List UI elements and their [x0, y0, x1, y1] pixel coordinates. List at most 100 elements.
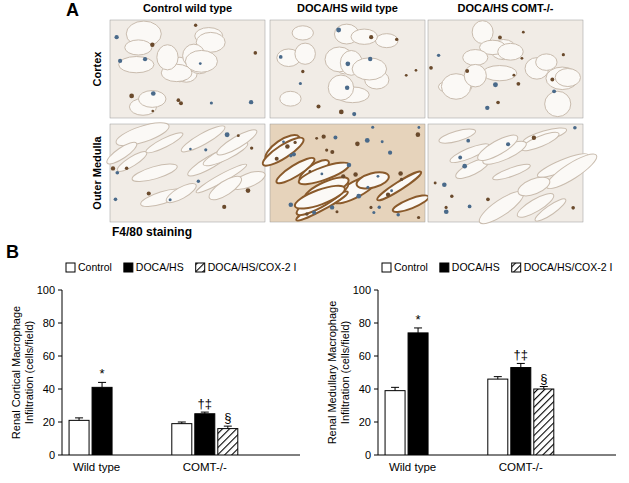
- bars: [69, 382, 238, 455]
- cell: [521, 57, 524, 60]
- cell: [204, 148, 207, 151]
- cell: [330, 205, 334, 209]
- tubule: [491, 161, 531, 182]
- column-header: DOCA/HS COMT-/-: [458, 2, 554, 14]
- cell: [336, 27, 341, 32]
- x-tick-label: COMT-/-: [183, 461, 227, 473]
- error-cap: [494, 376, 502, 377]
- cell: [347, 163, 352, 168]
- cell: [275, 157, 279, 161]
- legend-swatch: [196, 263, 205, 272]
- y-tick-label: 60: [43, 350, 55, 362]
- x-tick-label: COMT-/-: [499, 461, 543, 473]
- x-tick-label: Wild type: [389, 461, 436, 473]
- cell: [237, 134, 240, 137]
- cell: [309, 170, 312, 173]
- cell: [210, 101, 213, 104]
- tubule: [438, 126, 477, 146]
- error-bar: [224, 426, 232, 428]
- cell: [250, 146, 253, 149]
- cell: [115, 171, 119, 175]
- cell: [429, 66, 433, 70]
- tubule: [355, 169, 391, 191]
- cell: [150, 43, 154, 47]
- cell: [398, 171, 403, 176]
- y-axis-label: Renal Medullary MacrophageInfiltration (…: [326, 301, 351, 445]
- error-cap: [414, 327, 422, 328]
- cell: [129, 94, 134, 99]
- y-tick-label: 0: [49, 449, 55, 461]
- cell: [194, 24, 197, 27]
- tubule: [119, 57, 154, 73]
- tubule: [274, 154, 317, 187]
- panel-letter: A: [66, 0, 79, 20]
- tubule: [138, 91, 166, 108]
- tubule: [514, 190, 556, 222]
- cell: [282, 140, 285, 143]
- error-bar: [98, 382, 106, 387]
- cell: [199, 62, 202, 65]
- cell: [486, 198, 490, 202]
- cell: [293, 141, 296, 144]
- y-tick: [374, 323, 378, 324]
- cell: [550, 78, 554, 82]
- cell: [506, 142, 510, 146]
- tubule: [542, 149, 600, 194]
- tubule: [125, 40, 152, 55]
- error-bar: [178, 422, 186, 424]
- y-axis-label-line: Renal Medullary Macrophage: [326, 301, 338, 445]
- y-tick: [374, 389, 378, 390]
- tubule: [280, 91, 301, 106]
- cell: [125, 166, 129, 170]
- tubule: [130, 160, 178, 185]
- tubule: [391, 192, 430, 215]
- micrograph: [260, 124, 431, 224]
- micrograph-bg: [270, 20, 425, 118]
- cell: [369, 35, 373, 39]
- cell: [292, 152, 296, 156]
- cell: [151, 110, 154, 113]
- bar: [488, 379, 508, 455]
- y-tick: [58, 323, 62, 324]
- y-tick: [374, 422, 378, 423]
- cell: [177, 98, 181, 102]
- tubule: [157, 45, 178, 70]
- cell: [390, 189, 393, 192]
- legend-label: DOCA/HS: [452, 261, 500, 273]
- error-bar: [517, 363, 525, 367]
- cell: [462, 164, 467, 169]
- cell: [345, 85, 349, 89]
- cell: [246, 188, 251, 193]
- cell: [322, 135, 326, 139]
- cell: [353, 172, 357, 176]
- cell: [114, 198, 118, 202]
- tubule: [519, 129, 561, 154]
- bar: [195, 414, 215, 455]
- significance-mark: *: [100, 366, 105, 381]
- cell: [496, 101, 500, 105]
- cell: [417, 126, 420, 129]
- cell: [312, 211, 316, 215]
- error-cap: [75, 417, 83, 418]
- micrograph: [270, 20, 425, 118]
- cell: [356, 194, 361, 199]
- cell: [289, 202, 294, 207]
- legend-swatch: [440, 263, 449, 272]
- cell: [179, 101, 183, 105]
- error-stem: [520, 363, 521, 367]
- column-header: DOCA/HS wild type: [297, 2, 398, 14]
- cell: [512, 74, 515, 77]
- cell: [417, 216, 420, 219]
- cell: [388, 151, 392, 155]
- cell: [305, 212, 308, 215]
- legend-label: DOCA/HS/COX-2 I: [208, 261, 297, 273]
- row-label: Outer Medulla: [91, 135, 103, 209]
- bar: [92, 387, 112, 455]
- y-tick-label: 80: [359, 317, 371, 329]
- micrograph-bg: [110, 20, 265, 118]
- cell: [415, 69, 418, 72]
- cell: [377, 175, 380, 178]
- cell: [189, 148, 192, 151]
- y-tick-label: 20: [359, 416, 371, 428]
- y-tick-label: 40: [359, 383, 371, 395]
